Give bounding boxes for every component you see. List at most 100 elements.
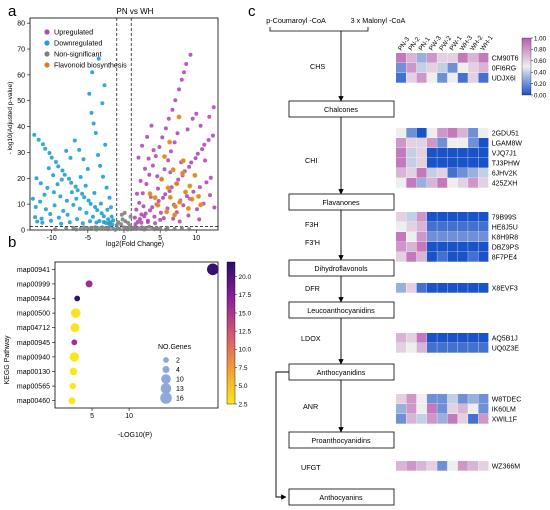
volcano-threshold-lines bbox=[30, 18, 218, 230]
point-upregulated bbox=[194, 111, 199, 116]
heatmap-cell-HE8J5U bbox=[396, 222, 406, 232]
point-downregulated bbox=[41, 142, 45, 147]
enzyme-f3h: F3H bbox=[305, 220, 319, 229]
heatmap-cell-VJQ7J1 bbox=[426, 148, 437, 158]
point-non-significant bbox=[152, 227, 157, 232]
point-non-significant bbox=[85, 226, 90, 231]
enzyme-anr: ANR bbox=[303, 402, 318, 411]
point-upregulated bbox=[157, 145, 162, 149]
heatmap-cell-AQ5B1J bbox=[447, 333, 458, 343]
heatmap-cell-8F7PE4 bbox=[426, 252, 437, 262]
point-upregulated bbox=[150, 205, 155, 210]
heatmap-cell-X8EVF3 bbox=[447, 283, 458, 293]
point-downregulated bbox=[98, 163, 103, 168]
kegg-size-legend-label: 4 bbox=[176, 367, 180, 374]
point-downregulated bbox=[30, 196, 35, 201]
heatmap-cell-W8TDEC bbox=[447, 394, 458, 404]
heatmap-cell-8F7PE4 bbox=[468, 252, 479, 262]
point-downregulated bbox=[56, 215, 61, 220]
point-flavonoid-biosynthesis bbox=[167, 139, 173, 145]
heatmap-cell-AQ5B1J bbox=[416, 333, 427, 343]
node-anthocyanins: Anthocyanins bbox=[319, 493, 363, 502]
point-upregulated bbox=[185, 127, 190, 132]
point-flavonoid-biosynthesis bbox=[177, 199, 183, 205]
point-downregulated bbox=[35, 219, 40, 224]
point-downregulated bbox=[106, 221, 111, 226]
heatmap-cell-TJ3PHW bbox=[416, 158, 427, 168]
point-upregulated bbox=[140, 143, 145, 148]
point-downregulated bbox=[32, 132, 37, 137]
point-downregulated bbox=[33, 215, 38, 220]
point-flavonoid-biosynthesis bbox=[185, 206, 191, 212]
heatmap-cell-LGAM8W bbox=[447, 138, 458, 148]
point-flavonoid-biosynthesis bbox=[180, 158, 186, 164]
point-upregulated bbox=[184, 62, 189, 66]
point-downregulated bbox=[101, 220, 106, 224]
point-upregulated bbox=[137, 200, 142, 205]
point-non-significant bbox=[53, 227, 58, 232]
node-dihydroflavonols-box bbox=[288, 259, 395, 277]
point-upregulated bbox=[143, 166, 147, 171]
point-downregulated bbox=[95, 208, 100, 213]
heatmap-cell-8F7PE4 bbox=[416, 252, 427, 262]
point-downregulated bbox=[71, 202, 76, 207]
node-proanthocyanidins-box bbox=[288, 431, 395, 449]
point-flavonoid-biosynthesis bbox=[189, 196, 195, 202]
point-downregulated bbox=[104, 185, 109, 190]
kegg-size-legend-title: NO.Genes bbox=[158, 344, 192, 351]
kegg-bubble-map00940 bbox=[69, 352, 80, 362]
point-upregulated bbox=[182, 70, 186, 75]
point-upregulated bbox=[186, 213, 191, 218]
heatmap-cell-W8TDEC bbox=[406, 394, 417, 404]
point-downregulated bbox=[90, 214, 95, 219]
heatmap-row-LGAM8W: LGAM8W bbox=[492, 141, 523, 148]
point-upregulated bbox=[193, 156, 198, 161]
kegg-size-legend: NO.Genes 2 4 10 13 16 bbox=[158, 344, 192, 404]
point-upregulated bbox=[135, 191, 139, 196]
point-downregulated bbox=[109, 205, 113, 210]
heatmap-cell-CM90T6 bbox=[478, 53, 489, 63]
heatmap-cell-X8EVF3 bbox=[468, 283, 479, 293]
heatmap-cell-W8TDEC bbox=[396, 394, 406, 404]
node-chalcones: Chalcones bbox=[324, 105, 358, 114]
point-upregulated bbox=[181, 203, 186, 208]
heatmap-cell-XWIL1F bbox=[478, 414, 489, 424]
point-upregulated bbox=[172, 140, 177, 145]
heatmap-cell-TJ3PHW bbox=[396, 158, 406, 168]
point-downregulated bbox=[88, 201, 93, 206]
heatmap-cell-8F7PE4 bbox=[457, 252, 468, 262]
volcano-y-tick-label: 40 bbox=[17, 124, 25, 131]
heatmap-cell-CM90T6 bbox=[437, 53, 448, 63]
volcano-ylabel: - log10(Adjusted p-value) bbox=[7, 82, 14, 155]
point-upregulated bbox=[145, 134, 150, 139]
enzyme-chs: CHS bbox=[310, 62, 325, 71]
heatmap-colorbar bbox=[521, 37, 532, 96]
heatmap-cell-HE8J5U bbox=[406, 222, 417, 232]
heatmap-cell-LGAM8W bbox=[457, 138, 468, 148]
point-upregulated bbox=[175, 131, 180, 136]
heatmap-cell-LGAM8W bbox=[396, 138, 406, 148]
heatmap-cell-UDJX6I bbox=[447, 73, 458, 83]
point-downregulated bbox=[62, 172, 67, 177]
heatmap-cell-X8EVF3 bbox=[478, 283, 489, 293]
point-upregulated bbox=[152, 214, 157, 219]
point-upregulated bbox=[208, 193, 212, 198]
heatmap-cell-XWIL1F bbox=[457, 414, 468, 424]
point-downregulated bbox=[64, 148, 69, 153]
heatmap-cell-X8EVF3 bbox=[416, 283, 427, 293]
heatmap-cell-IK60LM bbox=[478, 404, 489, 414]
kegg-bubble-map00999 bbox=[85, 280, 93, 288]
point-upregulated bbox=[155, 174, 160, 179]
heatmap-cell-CM90T6 bbox=[447, 53, 458, 63]
point-upregulated bbox=[173, 98, 178, 103]
point-non-significant bbox=[100, 225, 105, 230]
legend-marker-downregulated bbox=[44, 40, 50, 46]
kegg-size-legend-marker bbox=[160, 383, 172, 394]
heatmap-cell-XWIL1F bbox=[468, 414, 479, 424]
heatmap-cell-DBZ9PS bbox=[416, 242, 427, 252]
point-non-significant bbox=[78, 227, 83, 231]
heatmap-cell-IK60LM bbox=[457, 404, 468, 414]
point-downregulated bbox=[43, 146, 48, 151]
point-downregulated bbox=[98, 201, 103, 206]
heatmap-cell-79B99S bbox=[416, 212, 427, 222]
